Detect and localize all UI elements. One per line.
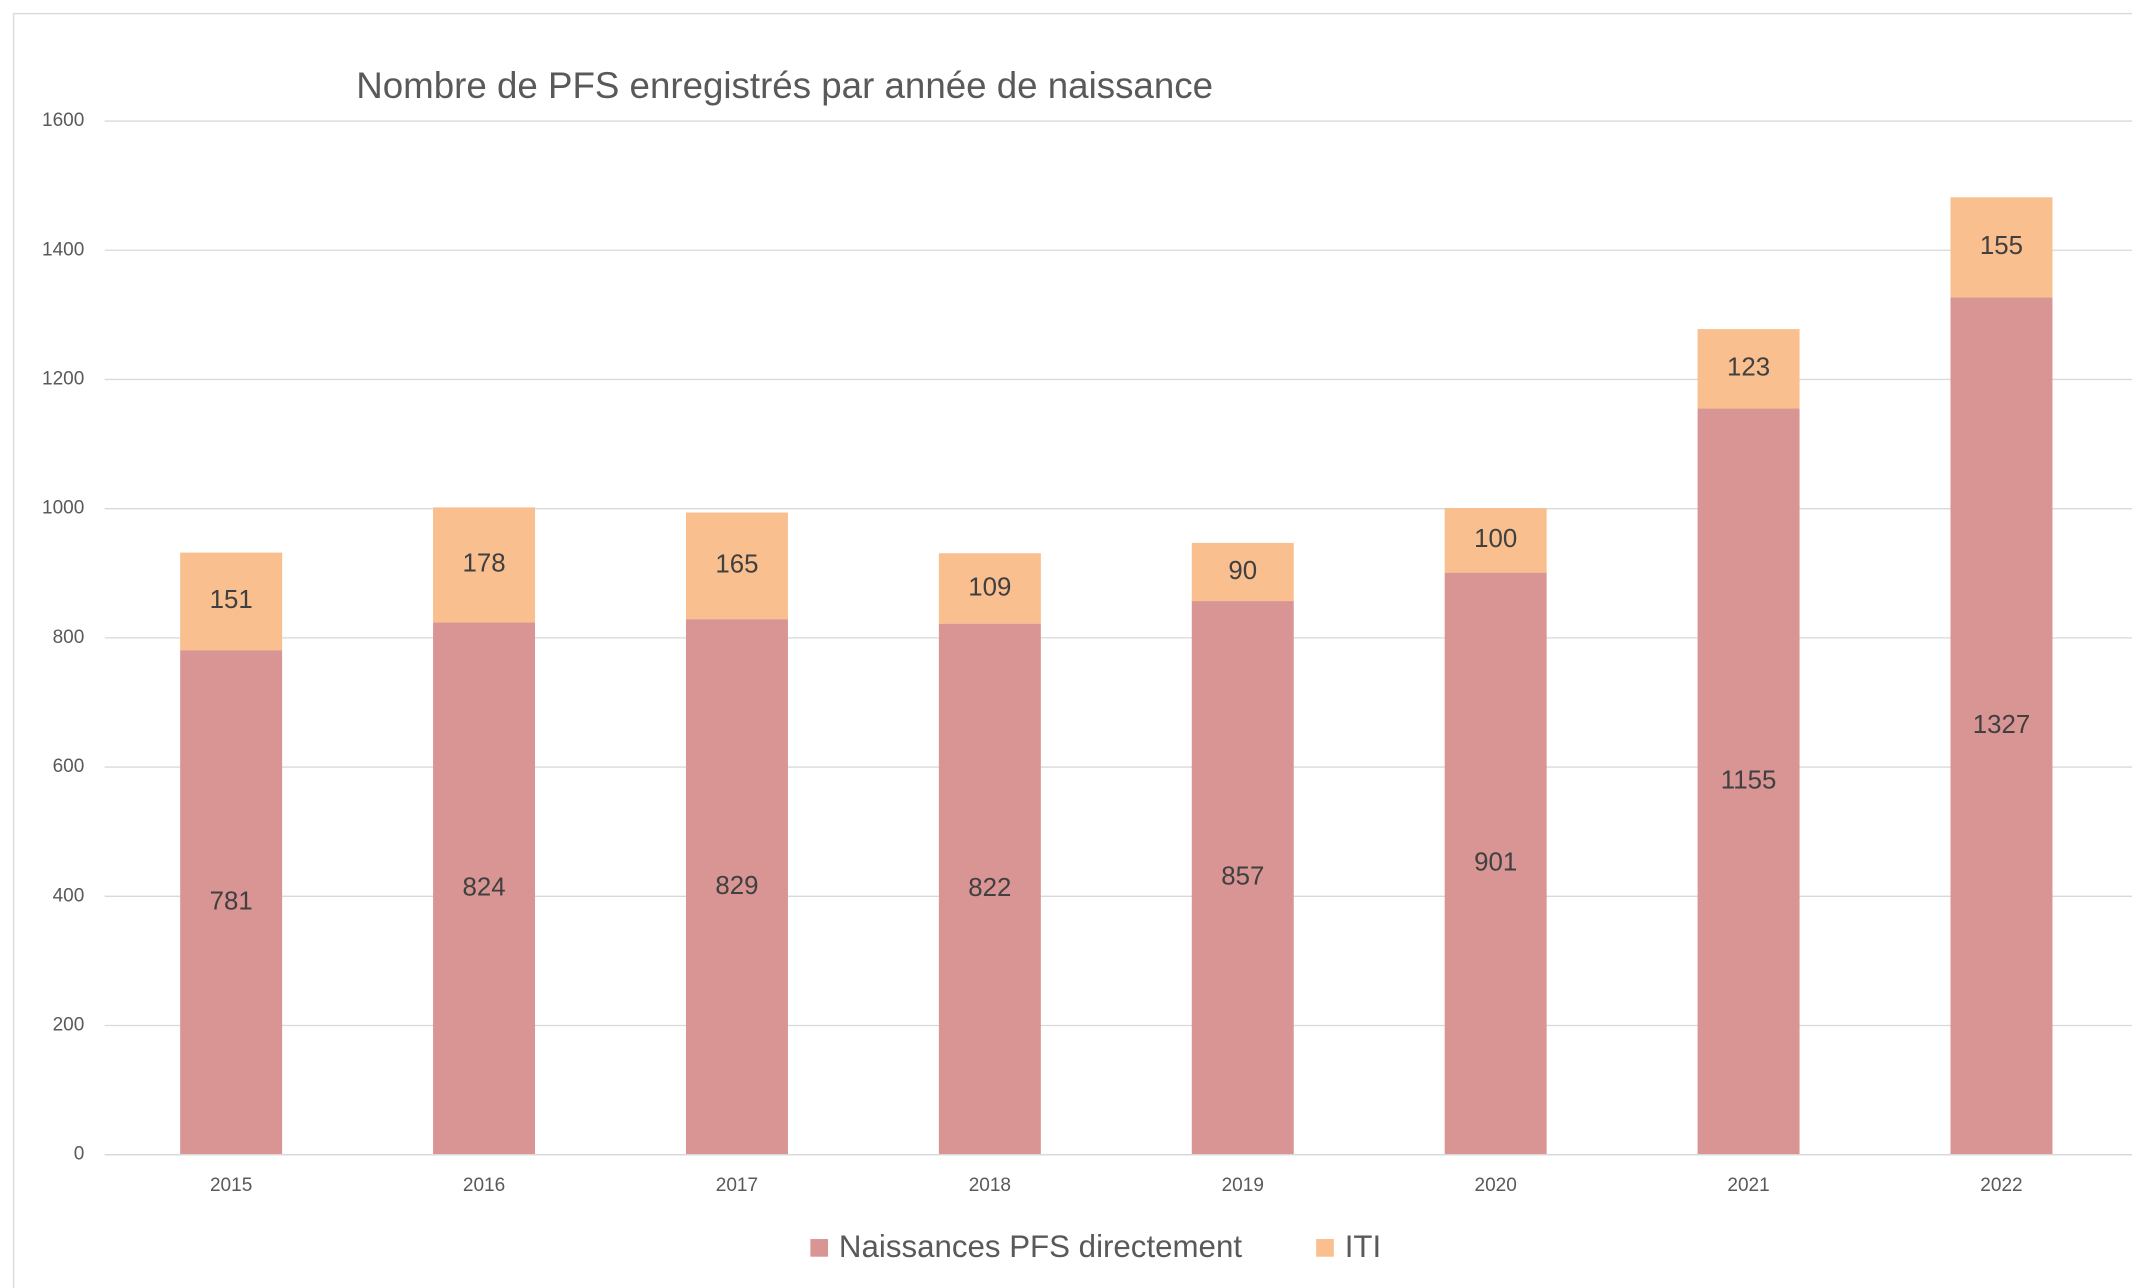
x-tick-label: 2018 bbox=[969, 1175, 1011, 1196]
y-tick-label: 0 bbox=[74, 1144, 85, 1165]
legend-label: ITI bbox=[1345, 1229, 1381, 1264]
data-label: 829 bbox=[715, 872, 758, 900]
data-label: 155 bbox=[1980, 232, 2023, 260]
bar-segment bbox=[1950, 297, 2053, 1155]
bar-segment bbox=[1191, 601, 1294, 1155]
bar-segment bbox=[1191, 542, 1294, 602]
data-label: 178 bbox=[463, 550, 506, 578]
x-tick-label: 2019 bbox=[1222, 1175, 1264, 1196]
x-tick-label: 2015 bbox=[210, 1175, 252, 1196]
legend-swatch bbox=[1316, 1239, 1334, 1257]
bar-segment bbox=[938, 623, 1041, 1155]
legend-swatch bbox=[810, 1239, 829, 1257]
data-label: 165 bbox=[715, 551, 758, 579]
data-label: 1155 bbox=[1721, 766, 1777, 794]
data-label: 109 bbox=[968, 573, 1011, 601]
data-label: 901 bbox=[1474, 848, 1517, 876]
bar-segment bbox=[433, 507, 536, 623]
y-tick-label: 1400 bbox=[42, 239, 84, 260]
data-label: 822 bbox=[968, 874, 1011, 902]
data-label: 1327 bbox=[1973, 711, 2030, 739]
data-label: 90 bbox=[1228, 557, 1257, 585]
bar-segment bbox=[180, 650, 283, 1155]
x-tick-label: 2021 bbox=[1727, 1175, 1769, 1196]
y-tick-label: 1600 bbox=[42, 110, 84, 131]
data-label: 100 bbox=[1474, 525, 1517, 553]
y-tick-label: 1200 bbox=[42, 368, 84, 389]
bar-segment bbox=[685, 619, 788, 1155]
bar-segment bbox=[1697, 408, 1800, 1155]
chart-title: Nombre de PFS enregistrés par année de n… bbox=[356, 65, 1213, 106]
y-tick-label: 200 bbox=[53, 1015, 85, 1036]
bar-segment bbox=[685, 512, 788, 620]
bar-segment bbox=[1697, 329, 1800, 409]
y-tick-label: 600 bbox=[53, 756, 85, 777]
data-label: 781 bbox=[210, 887, 253, 915]
x-tick-label: 2017 bbox=[716, 1175, 758, 1196]
bar-segment bbox=[1444, 572, 1547, 1155]
x-tick-label: 2022 bbox=[1980, 1175, 2022, 1196]
bar-segment bbox=[433, 622, 536, 1155]
data-label: 123 bbox=[1727, 354, 1770, 382]
bar-segment bbox=[180, 552, 283, 651]
bar-segment bbox=[1444, 508, 1547, 573]
data-label: 151 bbox=[210, 586, 253, 614]
x-tick-label: 2020 bbox=[1475, 1175, 1517, 1196]
chart-border bbox=[12, 12, 2132, 1288]
data-label: 857 bbox=[1221, 863, 1264, 891]
x-tick-label: 2016 bbox=[463, 1175, 505, 1196]
y-tick-label: 800 bbox=[53, 627, 85, 648]
y-tick-label: 1000 bbox=[42, 498, 84, 519]
legend-label: Naissances PFS directement bbox=[839, 1229, 1242, 1264]
data-label: 824 bbox=[463, 873, 506, 901]
bar-segment bbox=[1950, 197, 2053, 298]
y-tick-label: 400 bbox=[53, 885, 85, 906]
bar-segment bbox=[938, 553, 1041, 624]
